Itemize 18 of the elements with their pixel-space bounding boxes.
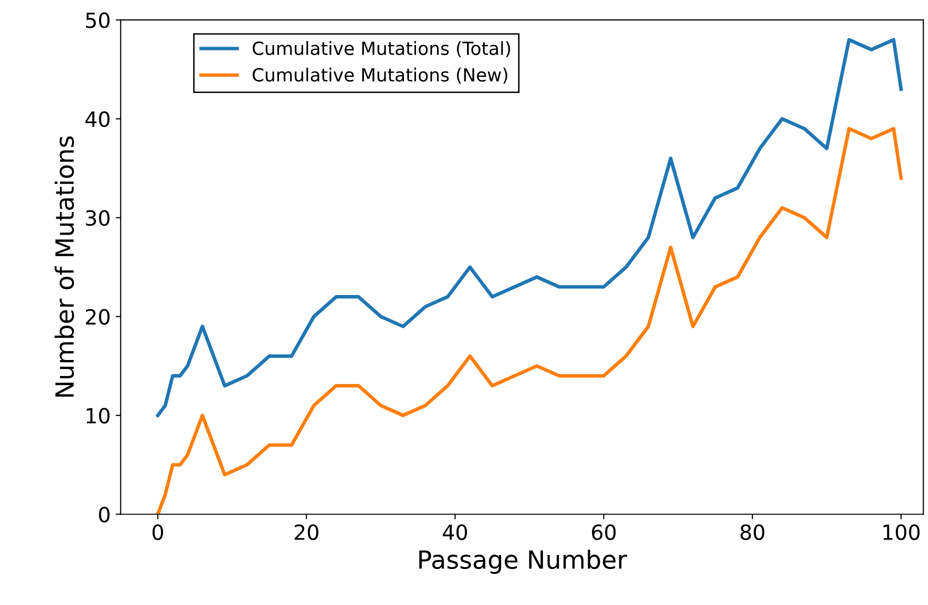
y-tick-label: 0	[99, 506, 110, 522]
x-tick-label: 60	[592, 524, 616, 540]
y-axis-title: Number of Mutations	[54, 136, 74, 397]
y-tick-label: 10	[86, 408, 110, 424]
line-series	[156, 126, 903, 514]
line-series	[156, 38, 903, 418]
y-tick-label: 40	[85, 111, 110, 128]
y-tick-label: 20	[86, 308, 110, 325]
x-tick-label: 40	[442, 524, 467, 540]
x-axis-title: Passage Number	[419, 550, 628, 574]
legend-label: Cumulative Mutations (Total)	[252, 41, 510, 58]
x-tick-label: 80	[740, 524, 764, 540]
y-tick-label: 50	[86, 12, 110, 28]
x-tick-label: 0	[152, 524, 164, 540]
x-tick-label: 20	[294, 524, 318, 540]
x-tick-label: 100	[883, 524, 920, 540]
legend-label: Cumulative Mutations (New)	[252, 68, 508, 84]
y-tick-label: 30	[86, 210, 110, 226]
